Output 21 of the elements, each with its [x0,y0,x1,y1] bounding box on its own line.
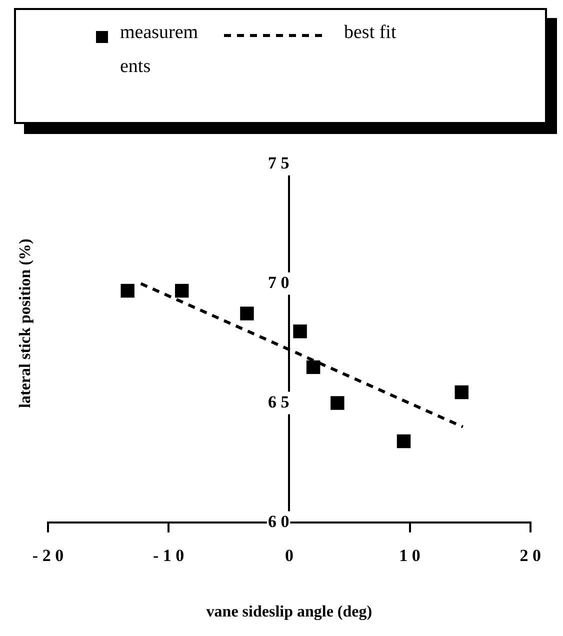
x-tick-label: - 1 0 [153,546,184,565]
point [396,434,411,448]
x-tick-label: 2 0 [520,546,541,565]
y-axis-title: lateral stick position (%) [17,238,34,408]
x-tick-label: 0 [284,546,294,565]
point [306,360,320,374]
legend-label: best fit [344,21,396,45]
y-tick-label: 6 0 [268,512,290,531]
point [293,324,307,338]
point [330,396,344,410]
point [240,306,254,320]
x-tick-label: - 2 0 [32,546,64,565]
legend-label: measurements [120,21,200,79]
x-tick-label: 1 0 [399,546,420,565]
y-tick-label: 7 0 [268,272,290,292]
y-tick-label: 7 5 [268,154,290,173]
point [174,284,189,298]
x-axis-title: vane sideslip angle (deg) [206,604,372,621]
y-tick-label: 6 5 [268,392,290,412]
point [454,385,468,400]
point [120,284,134,298]
